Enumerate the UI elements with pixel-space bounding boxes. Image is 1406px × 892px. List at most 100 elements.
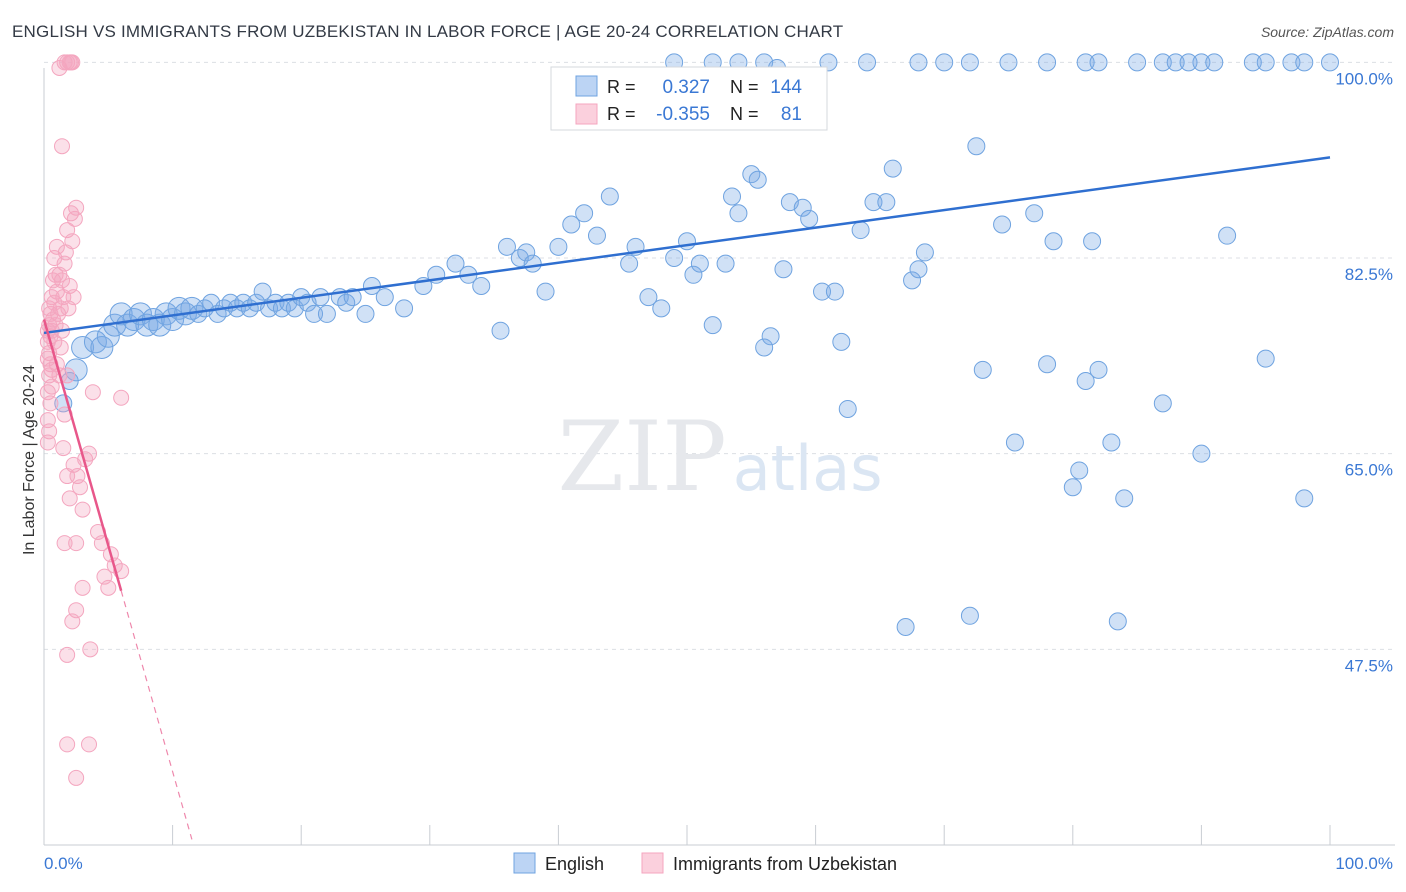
legend-swatch-uzbekistan	[641, 852, 664, 874]
point-english-74	[723, 187, 742, 206]
point-uzbekistan-69	[100, 579, 117, 596]
chart-title: ENGLISH VS IMMIGRANTS FROM UZBEKISTAN IN…	[12, 22, 844, 41]
point-english-125	[935, 53, 954, 72]
point-english-71	[690, 254, 709, 273]
point-english-40	[317, 304, 336, 323]
point-english-70	[684, 265, 703, 284]
point-english-54	[497, 237, 516, 256]
axes	[43, 68, 1395, 846]
point-english-62	[587, 226, 606, 245]
point-english-75	[729, 204, 748, 223]
point-english-50	[446, 254, 465, 273]
point-english-111	[1115, 489, 1134, 508]
point-english-94	[909, 260, 928, 279]
stats-r-label-english: R =	[607, 77, 636, 97]
y-tick-label-3: 47.5%	[1345, 656, 1393, 675]
point-uzbekistan-83	[113, 389, 130, 406]
y-tick-label-0: 100.0%	[1335, 69, 1393, 88]
point-uzbekistan-82	[81, 736, 98, 753]
point-english-93	[903, 271, 922, 290]
point-english-126	[960, 53, 979, 72]
point-english-59	[549, 237, 568, 256]
point-uzbekistan-49	[54, 138, 71, 155]
point-english-67	[652, 299, 671, 318]
point-english-64	[620, 254, 639, 273]
point-uzbekistan-24	[47, 266, 64, 283]
point-english-77	[748, 170, 767, 189]
point-english-136	[1205, 53, 1224, 72]
point-english-61	[575, 204, 594, 223]
point-english-100	[1005, 433, 1024, 452]
legend-label-english: English	[545, 854, 604, 874]
point-uzbekistan-58	[61, 490, 78, 507]
stats-swatch-uzbekistan	[575, 103, 598, 125]
point-english-96	[960, 606, 979, 625]
point-english-92	[896, 617, 915, 636]
stats-r-label-uzbekistan: R =	[607, 104, 636, 124]
point-uzbekistan-45	[64, 233, 81, 250]
point-english-115	[1256, 349, 1275, 368]
watermark-atlas: atlas	[733, 432, 883, 505]
trend-lines	[42, 156, 1331, 840]
point-uzbekistan-55	[64, 54, 81, 71]
trend-line-english	[43, 156, 1331, 335]
point-english-98	[973, 360, 992, 379]
trend-line-uzbekistan	[42, 319, 123, 592]
point-uzbekistan-81	[68, 769, 85, 786]
point-uzbekistan-65	[84, 384, 101, 401]
legend-swatch-english	[513, 852, 536, 874]
point-english-102	[1038, 355, 1057, 374]
gridlines	[44, 61, 1395, 650]
point-english-132	[1153, 53, 1172, 72]
point-english-130	[1089, 53, 1108, 72]
watermark: ZIPatlas	[557, 401, 882, 513]
point-english-108	[1089, 360, 1108, 379]
point-english-127	[999, 53, 1018, 72]
stats-n-label-english: N =	[730, 77, 759, 97]
point-uzbekistan-73	[56, 535, 73, 552]
point-uzbekistan-77	[59, 646, 76, 663]
point-english-89	[864, 193, 883, 212]
y-tick-label-1: 82.5%	[1345, 265, 1393, 284]
point-english-38	[305, 304, 324, 323]
point-english-44	[356, 304, 375, 323]
point-english-58	[536, 282, 555, 301]
point-english-114	[1218, 226, 1237, 245]
stats-swatch-english	[575, 75, 598, 97]
point-english-107	[1083, 232, 1102, 251]
point-english-110	[1108, 612, 1127, 631]
y-axis-label: In Labor Force | Age 20-24	[21, 365, 38, 555]
point-english-91	[883, 159, 902, 178]
point-english-68	[665, 249, 684, 268]
point-english-106	[1076, 372, 1095, 391]
stats-n-value-english: 144	[770, 77, 802, 98]
point-english-137	[1243, 53, 1262, 72]
point-english-86	[832, 332, 851, 351]
point-english-78	[755, 338, 774, 357]
point-english-133	[1166, 53, 1185, 72]
point-english-101	[1025, 204, 1044, 223]
point-english-83	[800, 209, 819, 228]
stats-r-value-english: 0.327	[662, 77, 710, 98]
point-english-53	[491, 321, 510, 340]
point-english-46	[375, 288, 394, 307]
point-english-124	[909, 53, 928, 72]
legend: English Immigrants from Uzbekistan	[513, 852, 897, 874]
point-english-88	[851, 221, 870, 240]
point-uzbekistan-48	[68, 199, 85, 216]
point-uzbekistan-79	[68, 602, 85, 619]
point-english-60	[562, 215, 581, 234]
point-english-134	[1179, 53, 1198, 72]
point-english-66	[639, 288, 658, 307]
point-english-140	[1295, 53, 1314, 72]
point-english-56	[517, 243, 536, 262]
y-tick-label-2: 65.0%	[1345, 461, 1393, 480]
point-english-47	[395, 299, 414, 318]
point-english-113	[1192, 444, 1211, 463]
point-english-128	[1038, 53, 1057, 72]
point-english-80	[774, 260, 793, 279]
point-uzbekistan-33	[52, 339, 69, 356]
point-english-95	[915, 243, 934, 262]
point-english-129	[1076, 53, 1095, 72]
